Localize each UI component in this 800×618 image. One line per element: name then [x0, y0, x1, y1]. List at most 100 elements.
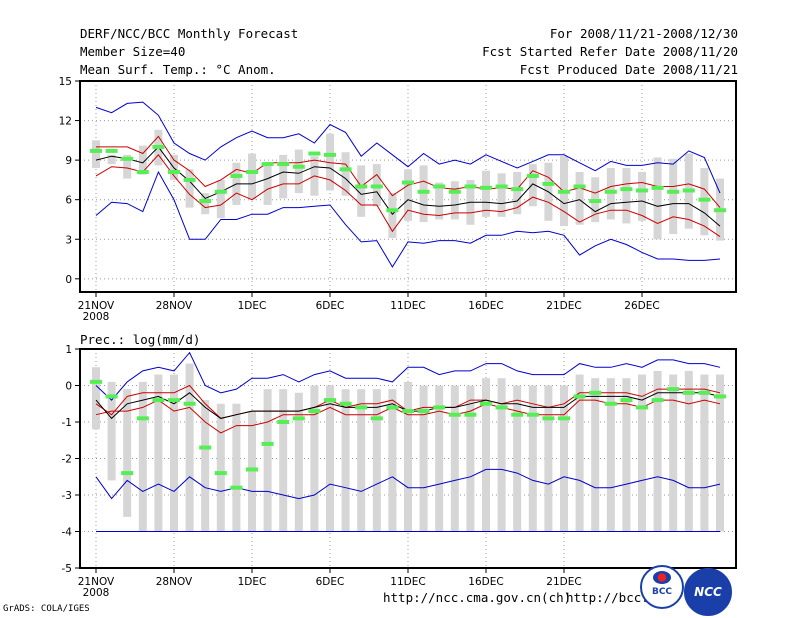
obs-dash	[558, 416, 570, 421]
ensemble-box	[450, 385, 459, 532]
obs-dash	[589, 390, 602, 395]
obs-dash	[402, 409, 414, 414]
x-tick-label: 26DEC	[624, 300, 659, 312]
ensemble-box	[684, 370, 693, 532]
ensemble-box	[638, 374, 646, 532]
obs-dash	[386, 208, 399, 213]
obs-dash	[495, 405, 508, 410]
ensemble-box	[638, 171, 646, 221]
obs-dash	[636, 188, 648, 193]
obs-dash	[308, 409, 321, 414]
obs-dash	[339, 167, 352, 172]
ncc-logo: NCC	[684, 568, 732, 616]
obs-dash	[558, 189, 570, 194]
ensemble-box	[310, 385, 319, 532]
ensemble-box	[388, 193, 397, 238]
x-tick-label: 21NOV	[78, 576, 115, 588]
obs-dash	[152, 144, 165, 149]
ensemble-box	[528, 164, 537, 207]
obs-dash	[230, 485, 243, 490]
title-left-3: Mean Surf. Temp.: °C Anom.	[80, 62, 276, 77]
y-tick-label: 12	[59, 116, 72, 128]
obs-dash	[682, 390, 695, 395]
x-tick-label: 11DEC	[390, 300, 425, 312]
url-ncc[interactable]: http://ncc.cma.gov.cn(ch)	[383, 590, 572, 605]
grads-credit: GrADS: COLA/IGES	[3, 604, 90, 614]
ensemble-box	[123, 154, 132, 179]
y-tick-label: -5	[62, 563, 72, 575]
obs-dash	[417, 409, 430, 414]
obs-dash	[682, 188, 695, 193]
obs-dash	[464, 184, 477, 189]
title-right-2: Fcst Started Refer Date 2008/11/20	[482, 44, 738, 59]
obs-dash	[464, 412, 477, 417]
ensemble-box	[294, 392, 303, 532]
url-bcc[interactable]: http://bcc.c	[566, 590, 657, 605]
obs-dash	[714, 208, 726, 213]
y-tick-label: 9	[65, 155, 72, 167]
ensemble-box	[357, 389, 366, 532]
obs-dash	[324, 152, 336, 157]
x-tick-sublabel: 2008	[83, 311, 110, 323]
obs-dash	[370, 184, 383, 189]
ensemble-box	[326, 133, 334, 191]
ensemble-box	[716, 374, 724, 532]
obs-dash	[277, 162, 290, 167]
obs-dash	[698, 390, 711, 395]
y-tick-label: 3	[65, 234, 72, 246]
obs-dash	[105, 394, 118, 399]
obs-dash	[433, 184, 446, 189]
obs-dash	[168, 398, 180, 403]
ensemble-box	[357, 165, 366, 217]
y-tick-label: 0	[65, 381, 72, 393]
ensemble-box	[279, 389, 288, 532]
obs-dash	[480, 185, 492, 190]
x-tick-label: 6DEC	[316, 300, 345, 312]
series-min-line	[95, 170, 721, 268]
x-tick-label: 1DEC	[238, 576, 267, 588]
series-min-line	[95, 468, 721, 500]
y-tick-label: 0	[65, 274, 72, 286]
ensemble-box	[622, 168, 631, 224]
obs-dash	[199, 199, 212, 204]
ensemble-box	[669, 158, 678, 234]
ensemble-box	[497, 173, 506, 217]
obs-dash	[573, 184, 586, 189]
ensemble-box	[216, 179, 225, 219]
title-right-1: For 2008/11/21-2008/12/30	[549, 26, 738, 41]
ncc-logo-text: NCC	[694, 585, 722, 599]
obs-dash	[199, 445, 212, 450]
obs-dash	[214, 471, 227, 476]
obs-dash	[417, 189, 430, 194]
bcc-logo-text: BCC	[651, 587, 673, 597]
obs-dash	[402, 180, 414, 185]
obs-dash	[90, 148, 102, 153]
ensemble-box	[138, 381, 147, 532]
title-right-3: Fcst Produced Date 2008/11/21	[519, 62, 738, 77]
series-max-line	[95, 101, 721, 194]
obs-dash	[136, 416, 149, 421]
obs-dash	[246, 169, 258, 174]
ensemble-box	[216, 403, 225, 532]
obs-dash	[651, 398, 664, 403]
ensemble-box	[528, 385, 537, 532]
x-tick-label: 28NOV	[156, 300, 193, 312]
obs-dash	[589, 199, 602, 204]
ensemble-box	[138, 145, 147, 175]
ensemble-box	[404, 169, 412, 221]
obs-dash	[168, 169, 180, 174]
obs-dash	[526, 173, 539, 178]
x-tick-label: 6DEC	[316, 576, 345, 588]
ensemble-box	[513, 385, 522, 532]
obs-dash	[339, 401, 352, 406]
y-tick-label: 6	[65, 195, 72, 207]
obs-dash	[183, 401, 196, 406]
y-tick-label: -3	[62, 490, 72, 502]
ensemble-box	[653, 370, 662, 532]
series-p25-line	[95, 154, 721, 238]
ensemble-box	[544, 385, 553, 532]
obs-dash	[511, 187, 524, 192]
ensemble-box	[341, 389, 350, 532]
x-tick-label: 21DEC	[546, 300, 581, 312]
obs-dash	[511, 412, 524, 417]
